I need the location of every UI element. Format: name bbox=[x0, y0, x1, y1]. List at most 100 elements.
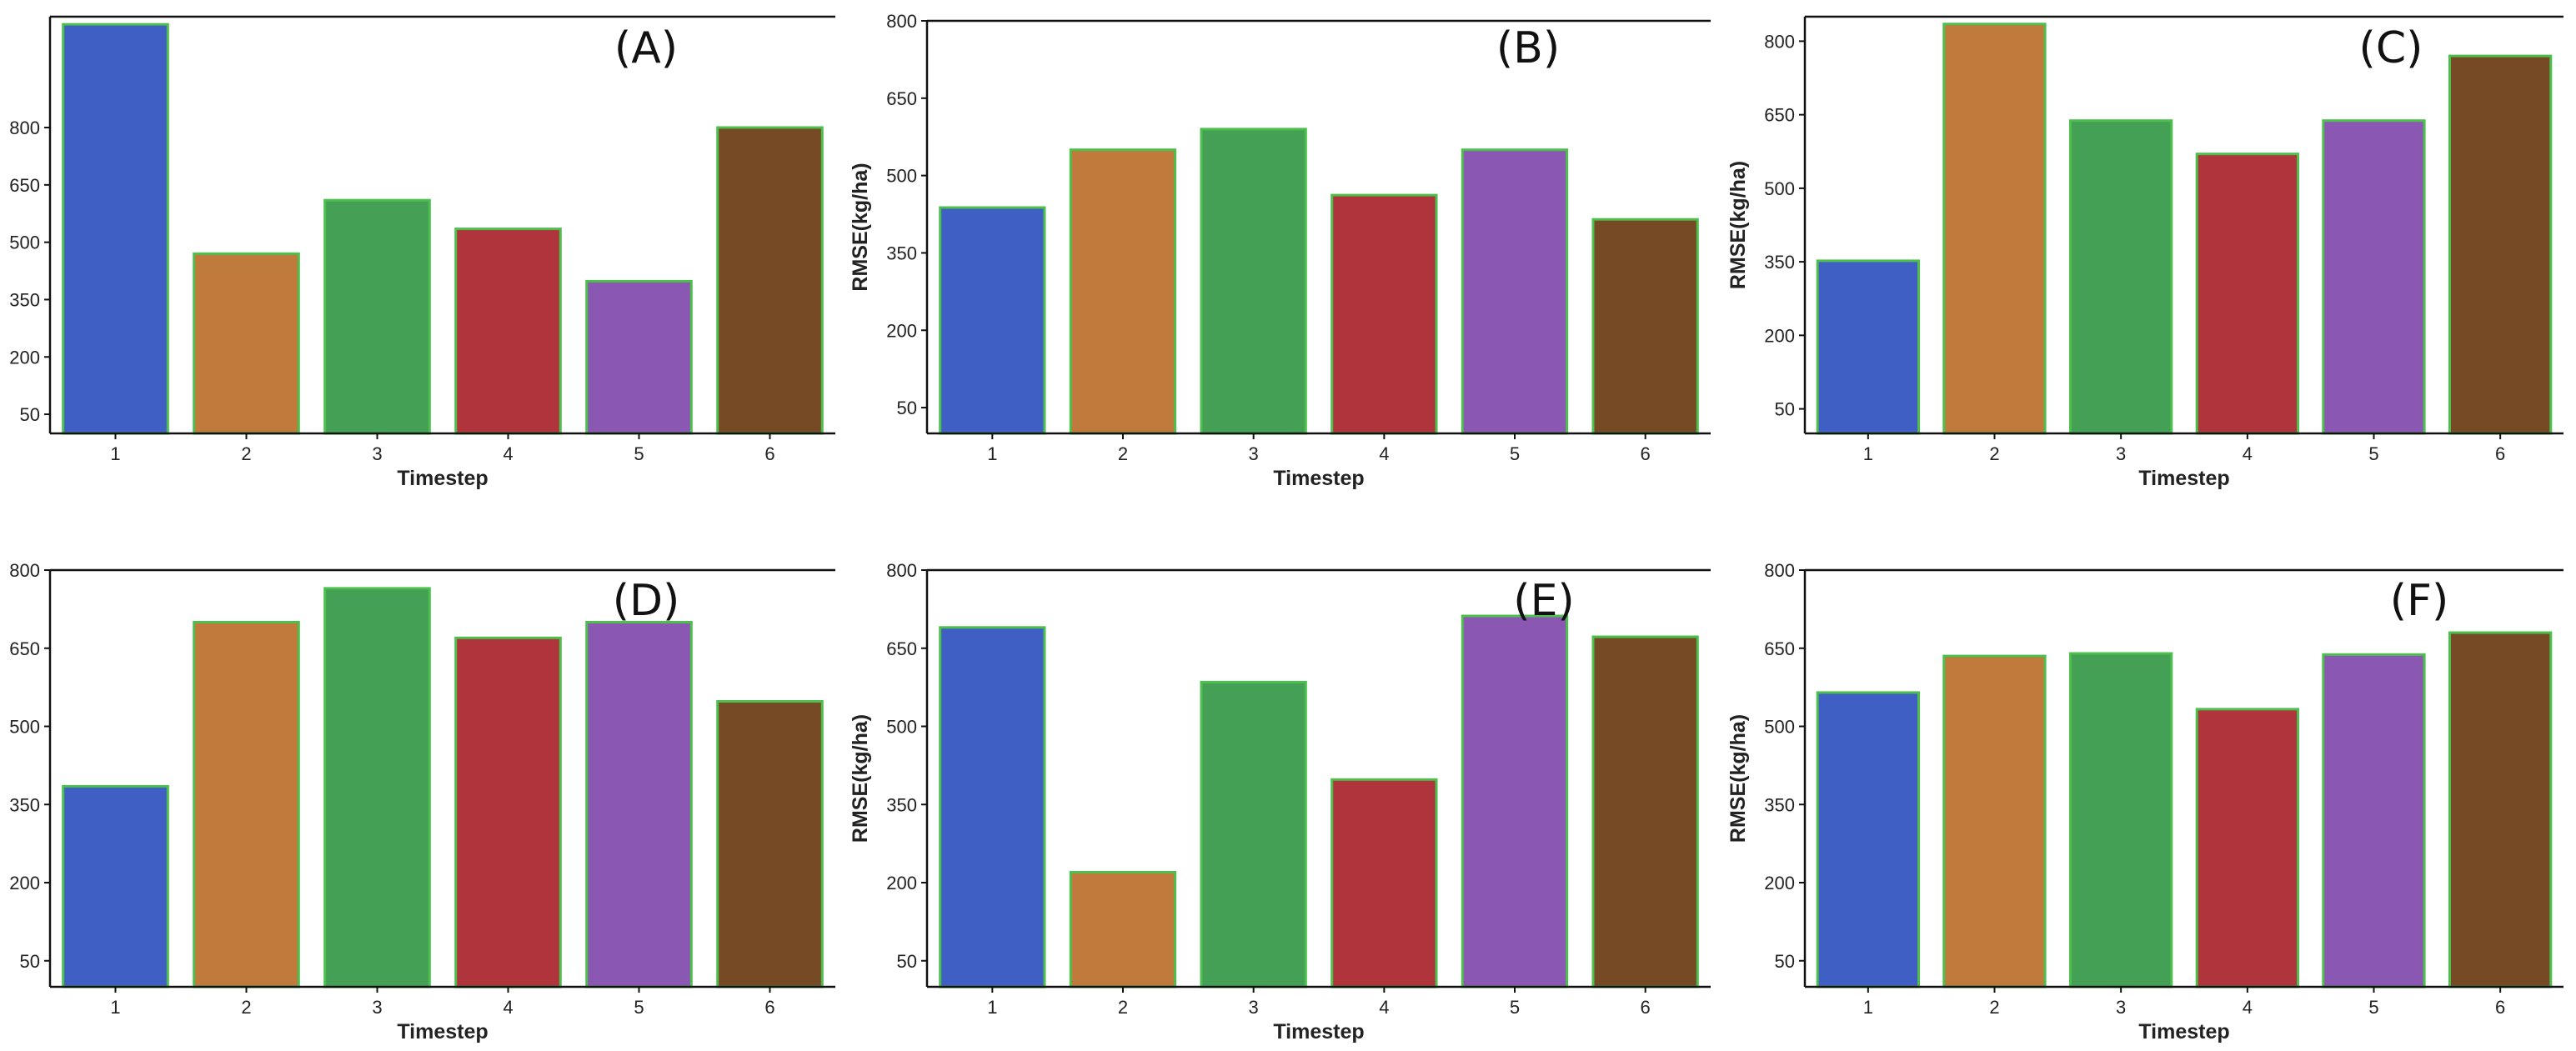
bar-3 bbox=[2069, 119, 2173, 435]
panel-title: (C) bbox=[2359, 23, 2423, 73]
y-tick-label: 800 bbox=[1764, 31, 1795, 52]
x-tick-label: 3 bbox=[372, 997, 382, 1018]
bar-5 bbox=[2322, 119, 2426, 435]
bar-2 bbox=[1942, 654, 2047, 988]
bar-6 bbox=[716, 700, 824, 988]
y-tick-label: 50 bbox=[1775, 399, 1795, 420]
x-tick-label: 5 bbox=[634, 997, 644, 1018]
bar-1 bbox=[939, 626, 1046, 988]
bar-1 bbox=[1816, 259, 1920, 435]
x-tick-label: 5 bbox=[2368, 443, 2378, 464]
y-tick-label: 800 bbox=[886, 560, 917, 581]
y-tick-label: 500 bbox=[886, 166, 917, 187]
x-tick-label: 6 bbox=[764, 997, 774, 1018]
y-tick-label: 800 bbox=[886, 11, 917, 32]
bar-4 bbox=[2195, 153, 2299, 435]
x-tick-label: 6 bbox=[764, 443, 774, 464]
bar-5 bbox=[1461, 614, 1569, 988]
bar-6 bbox=[716, 126, 824, 435]
x-axis-label: Timestep bbox=[2138, 467, 2229, 490]
x-axis-label: Timestep bbox=[397, 1020, 488, 1043]
chart-panel-3: 50 200 350 500 650 800 1 2 3 4 5 6 Timestep RMSE(kg/h… bbox=[1727, 15, 2563, 490]
chart-panel-5: 50 200 350 500 650 800 1 2 3 4 5 6 Timestep RMSE(kg/h… bbox=[849, 560, 1711, 1043]
bar-3 bbox=[323, 587, 431, 988]
y-tick-label: 50 bbox=[20, 404, 40, 425]
y-tick-label: 650 bbox=[9, 175, 40, 196]
x-tick-label: 2 bbox=[1118, 443, 1128, 464]
bar-2 bbox=[193, 621, 300, 988]
y-tick-label: 650 bbox=[1764, 105, 1795, 126]
bar-1 bbox=[1816, 691, 1920, 988]
y-tick-label: 50 bbox=[897, 398, 917, 418]
y-tick-label: 350 bbox=[9, 289, 40, 310]
x-tick-label: 1 bbox=[110, 443, 120, 464]
x-tick-label: 6 bbox=[1641, 443, 1651, 464]
y-tick-label: 800 bbox=[9, 118, 40, 138]
y-tick-label: 350 bbox=[1764, 252, 1795, 273]
x-tick-label: 4 bbox=[2243, 443, 2253, 464]
y-tick-label: 500 bbox=[1764, 178, 1795, 199]
chart-panel-2: 50 200 350 500 650 800 1 2 3 4 5 6 Timestep RMSE(kg/h… bbox=[849, 11, 1711, 490]
x-tick-label: 6 bbox=[1641, 997, 1651, 1018]
y-tick-label: 650 bbox=[886, 88, 917, 109]
panel-title: (B) bbox=[1496, 23, 1560, 73]
x-axis-label: Timestep bbox=[397, 467, 488, 490]
x-tick-label: 5 bbox=[2368, 997, 2378, 1018]
bar-3 bbox=[1200, 128, 1307, 435]
x-tick-label: 3 bbox=[372, 443, 382, 464]
y-tick-label: 350 bbox=[886, 794, 917, 815]
bar-4 bbox=[1331, 193, 1438, 435]
y-tick-label: 500 bbox=[1764, 717, 1795, 738]
bar-1 bbox=[62, 23, 169, 435]
bar-5 bbox=[1461, 148, 1569, 435]
bar-5 bbox=[585, 279, 693, 435]
bar-4 bbox=[2195, 708, 2299, 988]
x-tick-label: 4 bbox=[503, 997, 513, 1018]
panel-title: (F) bbox=[2390, 576, 2448, 626]
x-axis-label: Timestep bbox=[2138, 1020, 2229, 1043]
y-tick-label: 800 bbox=[9, 560, 40, 581]
y-tick-label: 650 bbox=[886, 638, 917, 659]
bar-6 bbox=[1591, 218, 1699, 435]
chart-panel-6: 50 200 350 500 650 800 1 2 3 4 5 6 Timestep RMSE(kg/h… bbox=[1727, 560, 2563, 1043]
x-tick-label: 3 bbox=[2116, 443, 2126, 464]
y-tick-label: 200 bbox=[886, 320, 917, 341]
y-tick-label: 200 bbox=[886, 873, 917, 893]
bar-1 bbox=[939, 206, 1046, 435]
x-tick-label: 3 bbox=[1249, 997, 1259, 1018]
bar-3 bbox=[2069, 652, 2173, 988]
bar-3 bbox=[1200, 680, 1307, 988]
x-tick-label: 6 bbox=[2495, 997, 2505, 1018]
y-tick-label: 500 bbox=[886, 717, 917, 738]
x-axis-label: Timestep bbox=[1273, 1020, 1364, 1043]
x-axis-label: Timestep bbox=[1273, 467, 1364, 490]
x-tick-label: 1 bbox=[1863, 443, 1873, 464]
x-tick-label: 2 bbox=[241, 997, 251, 1018]
y-tick-label: 650 bbox=[9, 638, 40, 659]
bar-6 bbox=[1591, 635, 1699, 988]
bar-4 bbox=[454, 228, 562, 435]
y-tick-label: 800 bbox=[1764, 560, 1795, 581]
bar-5 bbox=[585, 621, 693, 988]
x-tick-label: 3 bbox=[1249, 443, 1259, 464]
x-tick-label: 2 bbox=[1989, 443, 1999, 464]
bar-5 bbox=[2322, 653, 2426, 988]
bar-2 bbox=[1069, 871, 1177, 988]
bar-2 bbox=[1069, 148, 1177, 435]
y-tick-label: 50 bbox=[1775, 951, 1795, 972]
bar-3 bbox=[323, 198, 431, 435]
y-tick-label: 200 bbox=[9, 873, 40, 893]
x-tick-label: 1 bbox=[110, 997, 120, 1018]
y-tick-label: 200 bbox=[9, 347, 40, 368]
chart-panel-4: 50200350500650800123456TimestepRMSE(kg/h… bbox=[9, 560, 835, 1043]
bar-4 bbox=[454, 636, 562, 988]
x-tick-label: 2 bbox=[1989, 997, 1999, 1018]
y-axis-label: RMSE(kg/ha) bbox=[1727, 161, 1750, 289]
x-tick-label: 3 bbox=[2116, 997, 2126, 1018]
y-axis-label: RMSE(kg/ha) bbox=[1727, 714, 1750, 843]
bar-2 bbox=[1942, 23, 2047, 435]
panel-title: (A) bbox=[614, 23, 678, 73]
x-tick-label: 5 bbox=[634, 443, 644, 464]
